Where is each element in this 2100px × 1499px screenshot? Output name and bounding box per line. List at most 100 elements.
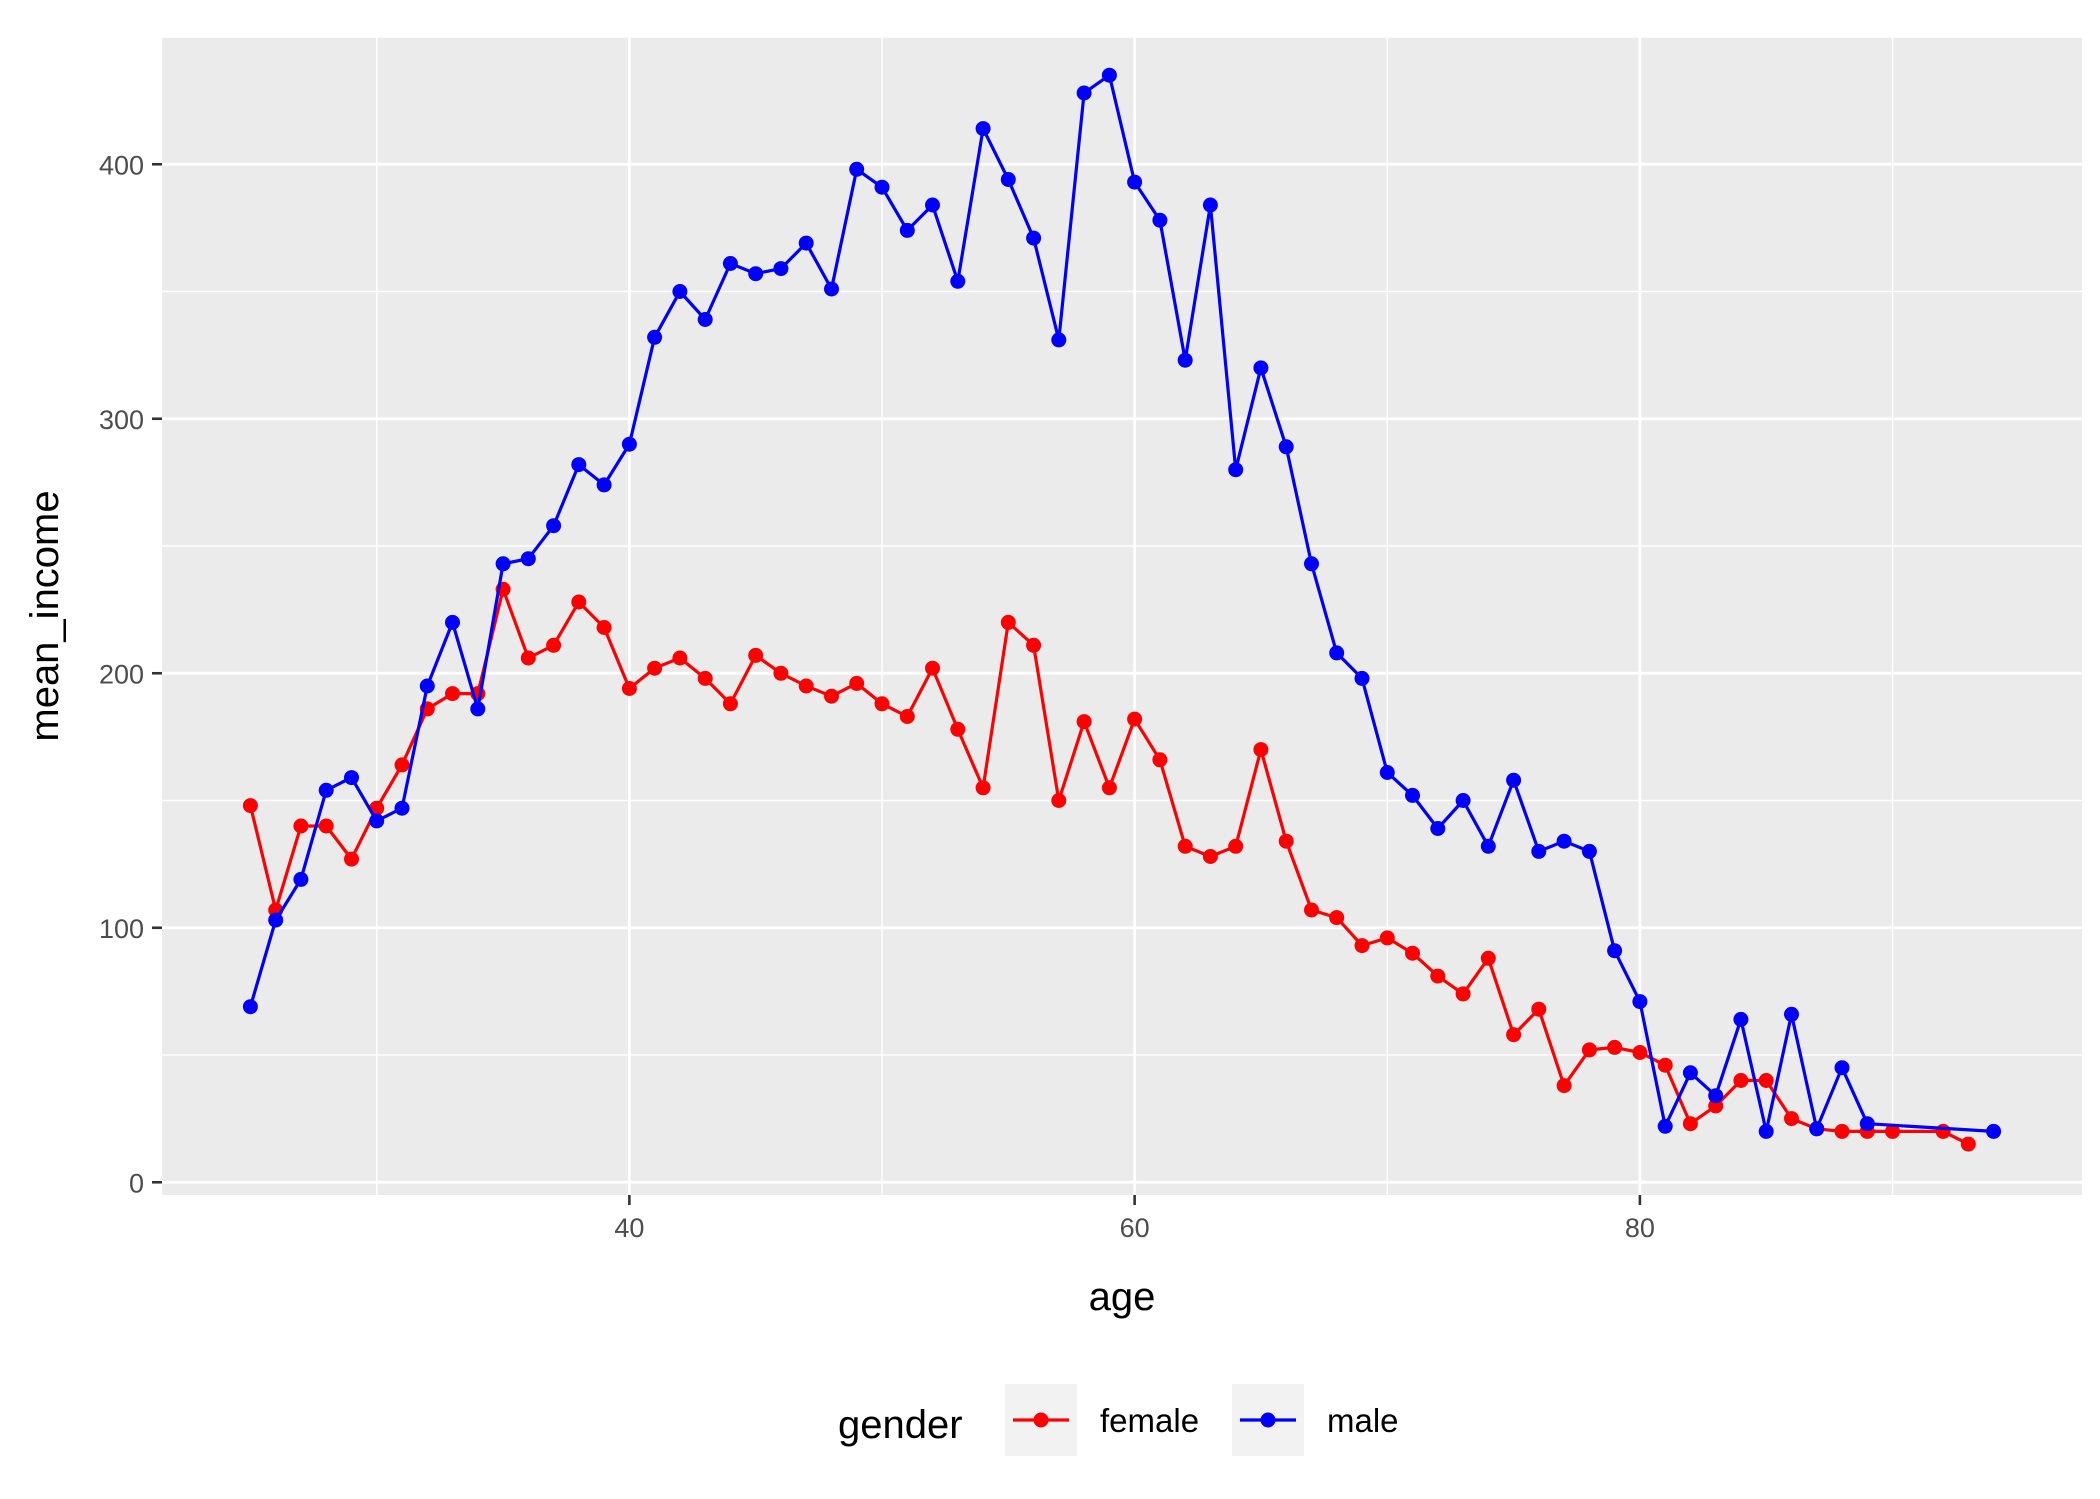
male-point <box>344 770 359 786</box>
female-point <box>1480 950 1496 966</box>
male-point <box>1506 772 1522 788</box>
male-point <box>1607 943 1623 959</box>
male-point <box>697 312 713 327</box>
male-point <box>293 871 309 887</box>
female-point <box>773 665 789 681</box>
male-point <box>773 261 789 277</box>
female-point <box>1026 637 1042 653</box>
male-point <box>1758 1123 1774 1139</box>
male-point <box>1834 1060 1850 1076</box>
female-point <box>722 696 738 712</box>
male-point <box>1177 352 1193 368</box>
male-point <box>798 235 814 251</box>
female-point <box>1834 1123 1850 1139</box>
x-tick-label: 60 <box>1120 1213 1150 1243</box>
female-point <box>1657 1057 1673 1073</box>
legend: gender female male <box>838 1384 1399 1456</box>
male-point <box>1455 793 1471 808</box>
male-point <box>647 329 663 345</box>
male-point <box>1354 670 1370 686</box>
male-point <box>1379 765 1395 780</box>
male-point <box>748 266 764 282</box>
male-point <box>268 912 284 928</box>
female-point <box>1405 945 1420 961</box>
female-point <box>1682 1116 1698 1132</box>
female-point <box>1228 838 1244 854</box>
female-point <box>394 757 410 773</box>
y-tick-label: 300 <box>99 405 144 435</box>
male-point <box>318 782 334 798</box>
male-point <box>975 121 991 137</box>
male-point <box>1480 838 1496 854</box>
female-point <box>1101 780 1117 796</box>
female-point <box>1885 1123 1900 1139</box>
series-layer <box>242 67 2002 1152</box>
female-point <box>1127 711 1143 727</box>
female-point <box>1556 1078 1572 1094</box>
female-point <box>1278 833 1294 849</box>
male-point <box>950 273 966 289</box>
female-point <box>1960 1136 1976 1152</box>
minor-gridlines <box>162 36 2082 1195</box>
female-point <box>1935 1123 1951 1139</box>
y-tick-label: 100 <box>99 914 144 944</box>
female-point <box>1581 1042 1597 1058</box>
male-point <box>1430 821 1446 836</box>
female-point <box>1455 986 1471 1002</box>
male-point <box>1278 439 1294 455</box>
male-point <box>470 701 486 717</box>
male-point <box>1682 1065 1698 1081</box>
female-point <box>647 660 663 676</box>
female-point <box>571 594 587 610</box>
male-point <box>369 813 385 829</box>
male-point <box>1859 1116 1875 1132</box>
male-point <box>824 281 839 297</box>
female-point <box>1177 838 1193 854</box>
male-point <box>596 477 612 493</box>
male-point <box>495 556 511 572</box>
female-point <box>1304 902 1319 918</box>
male-point <box>1556 833 1572 849</box>
male-point <box>1101 67 1117 83</box>
female-point <box>1632 1045 1648 1060</box>
male-point <box>621 436 637 452</box>
male-point <box>1304 556 1319 572</box>
axis-ticks <box>152 162 1642 1205</box>
female-point <box>1152 752 1168 768</box>
female-point <box>925 660 940 676</box>
male-point <box>1657 1118 1673 1134</box>
female-point <box>1506 1027 1522 1043</box>
female-point <box>1076 714 1092 730</box>
male-point <box>1202 197 1218 213</box>
male-point <box>1784 1006 1799 1022</box>
female-point <box>697 670 713 686</box>
male-point <box>899 222 915 238</box>
female-point <box>849 675 865 691</box>
male-point <box>546 518 562 534</box>
x-tick-label: 80 <box>1625 1213 1655 1243</box>
male-point <box>1152 212 1168 228</box>
x-tick-label: 40 <box>614 1213 644 1243</box>
y-tick-label: 400 <box>99 150 144 180</box>
male-point <box>394 800 410 816</box>
female-point <box>596 620 612 635</box>
female-point <box>1354 938 1370 954</box>
male-point <box>1733 1011 1749 1027</box>
female-point <box>975 780 991 796</box>
male-point <box>1581 843 1597 859</box>
female-point <box>899 709 915 724</box>
male-point <box>874 179 890 195</box>
y-tick-label: 0 <box>129 1168 144 1198</box>
legend-key-male-point <box>1260 1412 1276 1428</box>
series-male <box>242 67 2002 1139</box>
male-point <box>1986 1123 2002 1139</box>
male-point <box>722 256 738 271</box>
female-point <box>520 650 536 666</box>
tick-labels: 40 60 80 0 100 200 300 400 <box>99 150 1655 1243</box>
y-tick-label: 200 <box>99 659 144 689</box>
male-point <box>1531 843 1547 859</box>
female-point <box>344 851 359 867</box>
female-point <box>824 688 839 704</box>
female-point <box>445 686 460 702</box>
female-point <box>1607 1039 1623 1055</box>
